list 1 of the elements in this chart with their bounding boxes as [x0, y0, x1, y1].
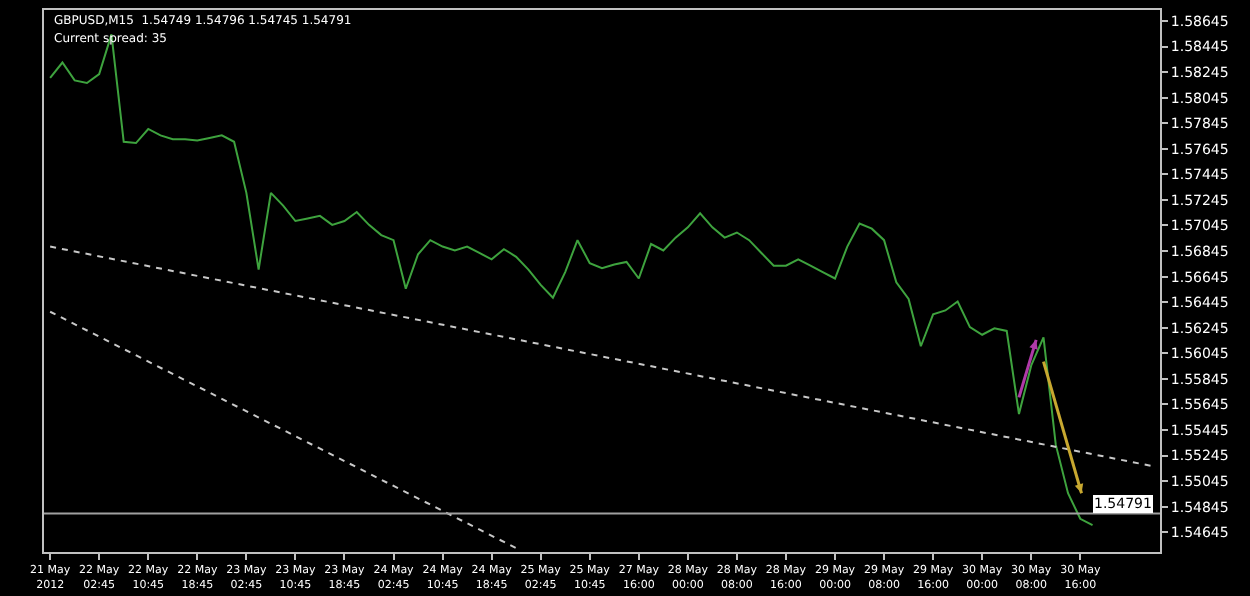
line-series — [49, 33, 1094, 527]
